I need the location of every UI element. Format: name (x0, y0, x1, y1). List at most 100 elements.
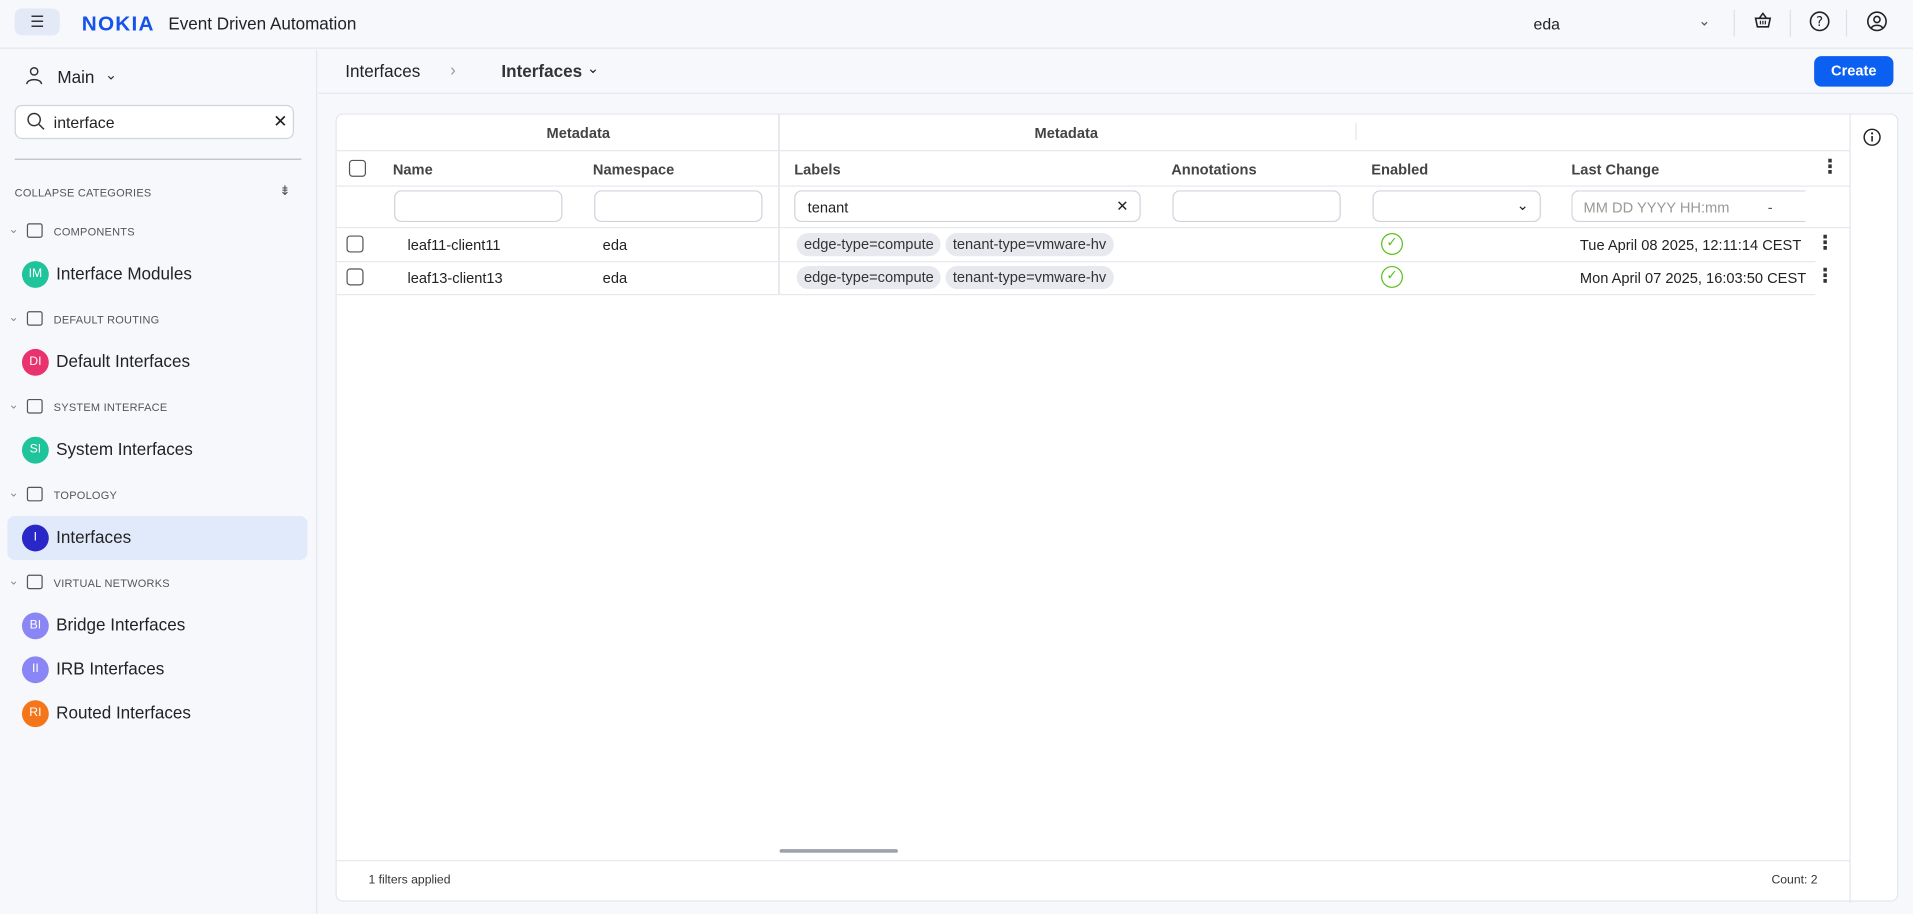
cell-name[interactable]: leaf11-client11 (407, 236, 501, 254)
avatar: SI (21, 436, 49, 464)
group-header-metadata: Metadata (546, 124, 611, 142)
namespace-select[interactable]: eda (1533, 14, 1561, 33)
divider (336, 226, 1850, 229)
label-chip: tenant-type=vmware-hv (945, 233, 1114, 257)
enabled-check-icon: ✓ (1381, 233, 1403, 255)
sidebar-item-label: Bridge Interfaces (56, 614, 186, 635)
divider (336, 860, 1850, 862)
category-label[interactable]: DEFAULT ROUTING (53, 313, 160, 326)
enabled-filter-select[interactable]: ⌄ (1372, 190, 1541, 223)
divider (1355, 123, 1357, 141)
basket-icon[interactable] (1751, 11, 1775, 35)
chevron-down-icon[interactable]: ⌄ (586, 59, 600, 77)
sidebar-item[interactable]: IM Interface Modules (7, 253, 307, 297)
divider (336, 150, 1850, 152)
cell-namespace: eda (602, 236, 628, 254)
sidebar-search-input[interactable]: interface ✕ (14, 104, 295, 140)
breadcrumb-current[interactable]: Interfaces (501, 61, 583, 81)
sidebar-item[interactable]: RI Routed Interfaces (7, 692, 307, 736)
sidebar-item[interactable]: II IRB Interfaces (7, 648, 307, 692)
labels-filter-input[interactable]: tenant ✕ (794, 190, 1141, 223)
create-button[interactable]: Create (1814, 56, 1894, 87)
avatar: RI (21, 700, 49, 728)
hamburger-menu-button[interactable]: ☰ (14, 8, 60, 36)
sidebar-item-label: Interfaces (56, 527, 132, 547)
sidebar-item-label: Default Interfaces (56, 351, 190, 371)
clear-filter-icon[interactable]: ✕ (1116, 197, 1129, 215)
date-separator: - (1767, 198, 1773, 216)
column-header-annotations[interactable]: Annotations (1171, 161, 1257, 179)
sidebar-item[interactable]: BI Bridge Interfaces (7, 604, 307, 648)
chevron-down-icon: ⌄ (1516, 196, 1529, 214)
column-header-namespace[interactable]: Namespace (592, 161, 675, 179)
group-header-metadata: Metadata (1034, 124, 1099, 142)
category-label[interactable]: TOPOLOGY (53, 489, 118, 502)
column-header-last-change[interactable]: Last Change (1571, 161, 1660, 179)
column-divider (778, 114, 780, 295)
row-checkbox[interactable] (346, 235, 364, 253)
routing-icon (26, 311, 43, 326)
date-placeholder: MM DD YYYY HH:mm (1583, 198, 1730, 216)
clear-search-icon[interactable]: ✕ (273, 111, 288, 131)
sidebar-item-label: IRB Interfaces (56, 658, 165, 679)
info-icon[interactable] (1863, 128, 1881, 152)
chevron-down-icon[interactable]: ⌄ (1698, 12, 1711, 30)
row-actions-icon[interactable]: ⋮ (1815, 265, 1835, 287)
divider (1733, 9, 1735, 37)
column-header-enabled[interactable]: Enabled (1371, 161, 1429, 179)
name-filter-input[interactable] (394, 190, 563, 223)
svg-text:?: ? (1815, 15, 1822, 30)
row-checkbox[interactable] (346, 268, 364, 286)
label-chip: edge-type=compute (796, 265, 942, 290)
cell-last-change: Mon April 07 2025, 16:03:50 CEST (1579, 269, 1807, 287)
last-change-date-range-input[interactable]: MM DD YYYY HH:mm - (1571, 190, 1806, 223)
column-header-labels[interactable]: Labels (794, 161, 841, 179)
collapse-categories-label[interactable]: COLLAPSE CATEGORIES (14, 186, 152, 199)
category-label[interactable]: VIRTUAL NETWORKS (53, 577, 170, 590)
category-label[interactable]: SYSTEM INTERFACE (53, 401, 168, 414)
label-chip: tenant-type=vmware-hv (945, 265, 1114, 290)
cell-last-change: Tue April 08 2025, 12:11:14 CEST (1579, 236, 1802, 254)
sidebar-item[interactable]: DI Default Interfaces (7, 340, 307, 384)
avatar: II (21, 656, 49, 684)
sidebar (0, 50, 318, 914)
sidebar-item-label: Interface Modules (56, 263, 192, 284)
topology-icon (26, 486, 43, 502)
breadcrumb-parent[interactable]: Interfaces (345, 61, 421, 81)
divider (1849, 114, 1851, 903)
category-label[interactable]: COMPONENTS (53, 225, 135, 238)
collapse-icon[interactable]: ⇟ (279, 184, 291, 199)
avatar: BI (21, 612, 49, 640)
chevron-down-icon[interactable]: ⌄ (8, 486, 19, 501)
workspace-selector[interactable]: Main (57, 67, 95, 87)
chevron-down-icon[interactable]: ⌄ (104, 65, 118, 83)
horizontal-scrollbar[interactable] (779, 849, 898, 853)
column-header-name[interactable]: Name (392, 161, 433, 179)
annotations-filter-input[interactable] (1172, 190, 1341, 223)
label-chip: edge-type=compute (796, 233, 942, 257)
chevron-down-icon[interactable]: ⌄ (8, 223, 19, 237)
divider (14, 158, 302, 160)
row-count: Count: 2 (1771, 873, 1818, 887)
user-circle-icon[interactable] (1864, 11, 1888, 35)
divider (336, 261, 1816, 263)
chevron-down-icon[interactable]: ⌄ (8, 398, 19, 413)
filters-applied: 1 filters applied (368, 873, 451, 887)
labels-filter-value: tenant (807, 198, 849, 216)
app-title: Event Driven Automation (168, 13, 357, 33)
column-menu-icon[interactable]: ⋮ (1820, 157, 1840, 179)
cell-name[interactable]: leaf13-client13 (407, 269, 503, 287)
chevron-down-icon[interactable]: ⌄ (8, 311, 19, 325)
sidebar-item[interactable]: I Interfaces (7, 516, 308, 560)
namespace-filter-input[interactable] (594, 190, 763, 223)
avatar: IM (21, 261, 49, 288)
hamburger-icon: ☰ (30, 12, 45, 31)
nokia-logo: NOKIA (81, 12, 155, 36)
row-actions-icon[interactable]: ⋮ (1815, 233, 1835, 254)
enabled-check-icon: ✓ (1381, 265, 1403, 288)
sidebar-item[interactable]: SI System Interfaces (7, 428, 307, 472)
chevron-down-icon[interactable]: ⌄ (8, 574, 19, 589)
search-value: interface (53, 113, 115, 132)
help-icon[interactable]: ? (1807, 11, 1831, 35)
select-all-checkbox[interactable] (348, 159, 366, 177)
